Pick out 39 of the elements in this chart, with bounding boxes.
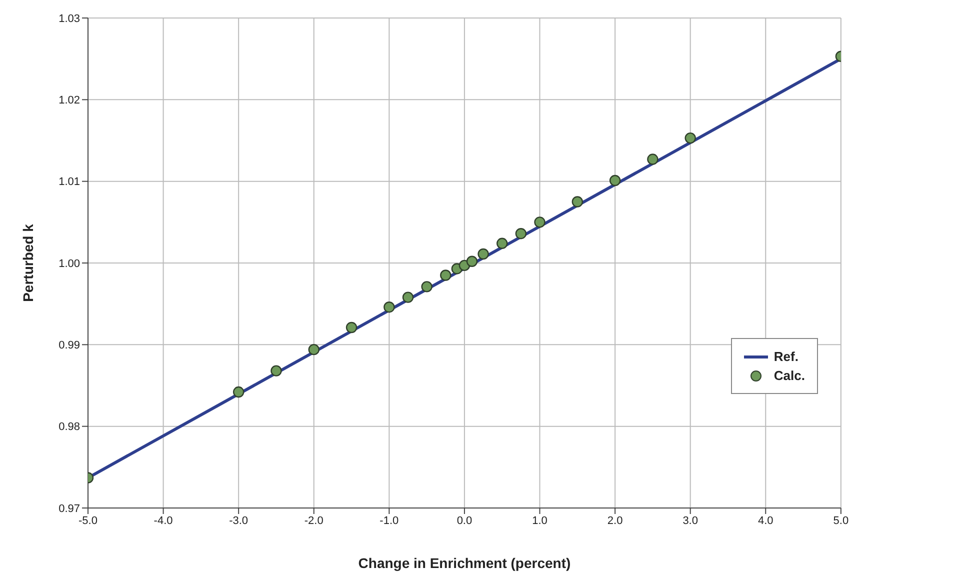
legend-label: Calc. <box>774 368 805 383</box>
point <box>534 216 546 228</box>
point <box>402 292 414 303</box>
x-tick-label: -4.0 <box>154 514 173 527</box>
point <box>421 281 432 292</box>
y-tick-label: 1.00 <box>58 258 80 270</box>
x-tick-label: -5.0 <box>78 514 98 527</box>
point <box>270 365 282 376</box>
point <box>440 270 452 281</box>
point <box>232 386 244 398</box>
x-tick-label: -3.0 <box>229 514 248 527</box>
y-tick-label: 0.99 <box>58 340 80 352</box>
point <box>308 344 320 356</box>
point <box>515 228 527 240</box>
x-tick-label: 5.0 <box>833 514 849 527</box>
point <box>478 248 489 260</box>
point <box>346 322 358 334</box>
point <box>572 196 583 208</box>
y-tick-label: 1.02 <box>58 94 80 107</box>
x-tick-label: -2.0 <box>304 514 324 527</box>
x-tick-label: 0.0 <box>456 514 472 527</box>
point <box>647 154 658 165</box>
x-tick-label: 2.0 <box>607 514 623 527</box>
point <box>684 132 696 144</box>
y-axis-title: Perturbed k <box>20 224 36 302</box>
point <box>496 238 508 249</box>
y-tick-label: 1.03 <box>58 12 80 25</box>
x-tick-label: 4.0 <box>758 514 774 527</box>
x-axis-title: Change in Enrichment (percent) <box>358 554 571 571</box>
x-tick-label: 3.0 <box>682 514 698 527</box>
y-tick-label: 1.01 <box>58 176 80 188</box>
point <box>609 174 621 186</box>
point <box>466 256 478 267</box>
x-tick-label: 1.0 <box>532 514 548 527</box>
point <box>384 302 395 313</box>
x-tick-label: -1.0 <box>380 514 399 527</box>
legend-label: Ref. <box>774 349 798 364</box>
y-tick-label: 0.97 <box>58 502 80 515</box>
y-tick-label: 0.98 <box>58 421 80 434</box>
